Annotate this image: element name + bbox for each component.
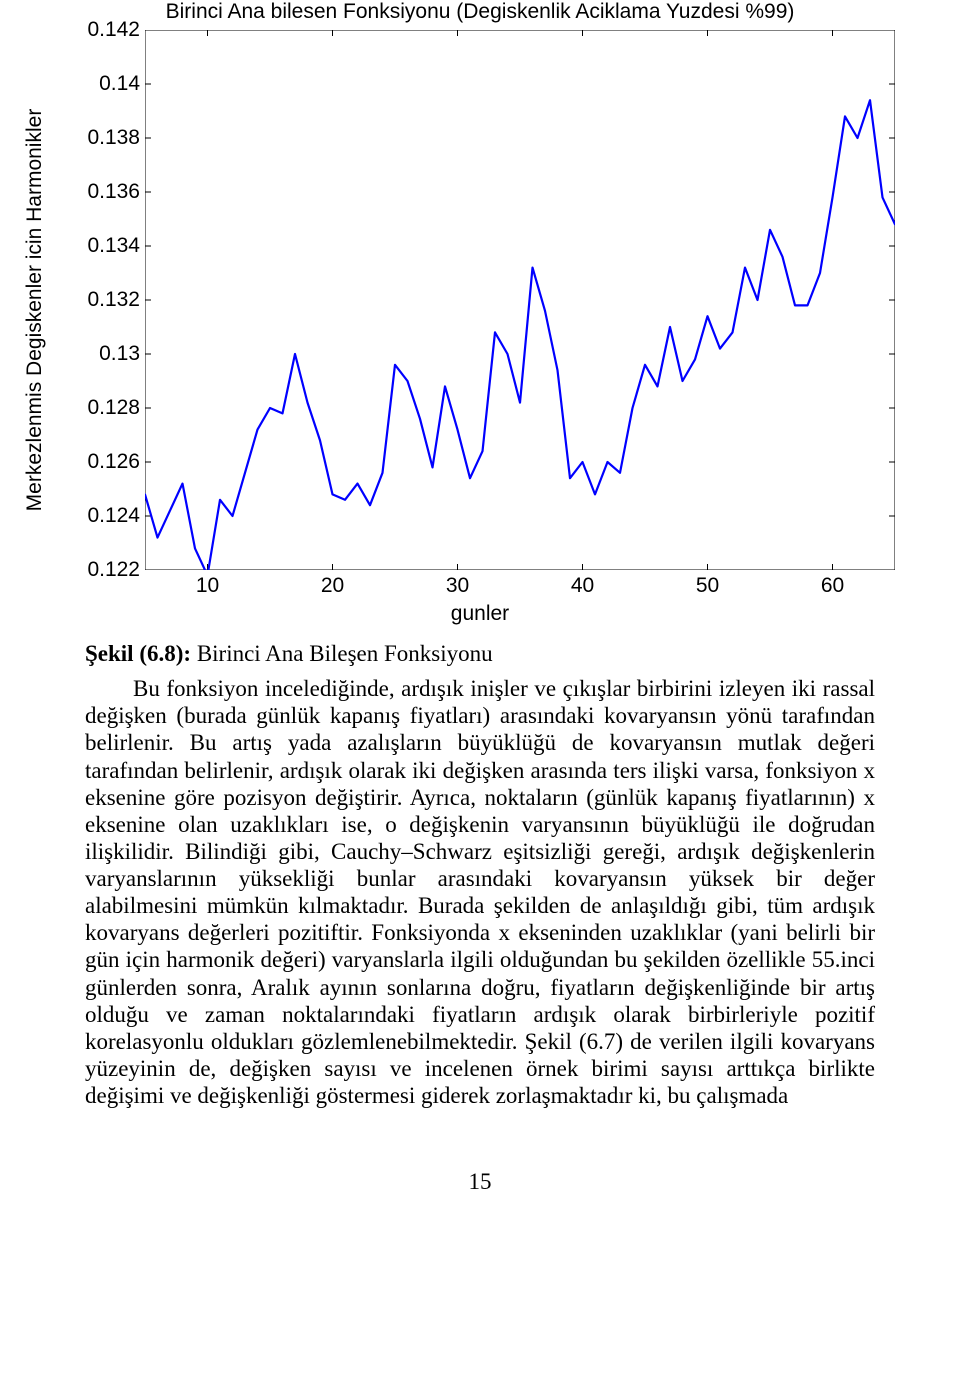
chart-svg [145,30,895,570]
ytick-label: 0.134 [87,234,140,258]
chart-title: Birinci Ana bilesen Fonksiyonu (Degisken… [45,0,915,24]
figure-label: Şekil (6.8): [85,641,191,666]
page-number: 15 [0,1169,960,1195]
ytick-label: 0.13 [99,342,140,366]
chart-ylabel: Merkezlenmis Degiskenler icin Harmonikle… [23,109,47,512]
ytick-label: 0.126 [87,450,140,474]
ytick-label: 0.132 [87,288,140,312]
xtick-label: 40 [571,574,594,598]
ytick-label: 0.122 [87,558,140,582]
figure-caption: Şekil (6.8): Birinci Ana Bileşen Fonksiy… [85,640,875,667]
xtick-label: 30 [446,574,469,598]
chart-xlabel: gunler [45,602,915,626]
ytick-label: 0.128 [87,396,140,420]
xtick-label: 10 [196,574,219,598]
ytick-label: 0.142 [87,18,140,42]
figure-caption-text: Birinci Ana Bileşen Fonksiyonu [191,641,493,666]
xtick-label: 20 [321,574,344,598]
xtick-label: 50 [696,574,719,598]
ytick-label: 0.124 [87,504,140,528]
pca-chart: Birinci Ana bilesen Fonksiyonu (Degisken… [45,0,915,620]
xtick-label: 60 [821,574,844,598]
document-page: Birinci Ana bilesen Fonksiyonu (Degisken… [0,0,960,1195]
plot-area [145,30,895,570]
ytick-label: 0.138 [87,126,140,150]
body-paragraph: Bu fonksiyon incelediğinde, ardışık iniş… [85,675,875,1109]
ytick-label: 0.136 [87,180,140,204]
ytick-label: 0.14 [99,72,140,96]
